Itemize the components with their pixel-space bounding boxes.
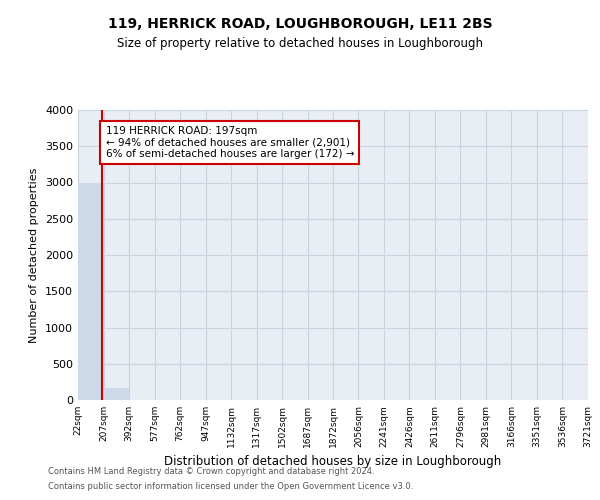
Text: Contains public sector information licensed under the Open Government Licence v3: Contains public sector information licen… bbox=[48, 482, 413, 491]
Y-axis label: Number of detached properties: Number of detached properties bbox=[29, 168, 40, 342]
Text: 119 HERRICK ROAD: 197sqm
← 94% of detached houses are smaller (2,901)
6% of semi: 119 HERRICK ROAD: 197sqm ← 94% of detach… bbox=[106, 126, 354, 159]
Text: Size of property relative to detached houses in Loughborough: Size of property relative to detached ho… bbox=[117, 38, 483, 51]
Bar bbox=[78, 182, 104, 400]
Text: 119, HERRICK ROAD, LOUGHBOROUGH, LE11 2BS: 119, HERRICK ROAD, LOUGHBOROUGH, LE11 2B… bbox=[107, 18, 493, 32]
Text: Contains HM Land Registry data © Crown copyright and database right 2024.: Contains HM Land Registry data © Crown c… bbox=[48, 467, 374, 476]
X-axis label: Distribution of detached houses by size in Loughborough: Distribution of detached houses by size … bbox=[164, 456, 502, 468]
Bar bbox=[104, 388, 129, 400]
